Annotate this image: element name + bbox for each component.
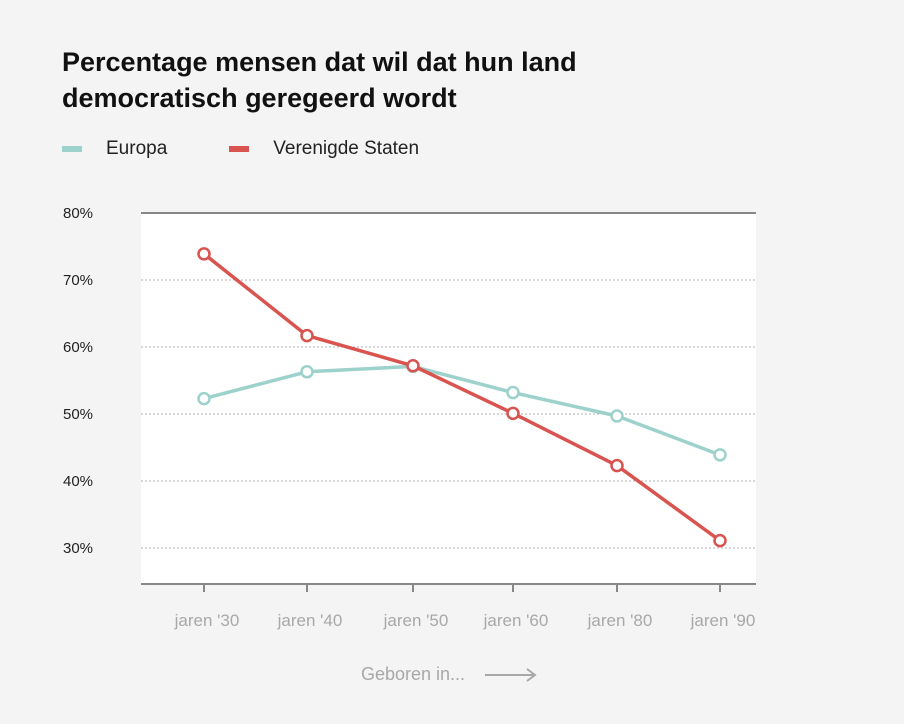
data-point-verenigde-staten <box>406 359 420 373</box>
x-axis-label: Geboren in... <box>361 664 539 685</box>
data-point-verenigde-staten <box>506 406 520 421</box>
legend-item-europa: Europa <box>62 138 167 160</box>
legend-swatch-verenigde-staten <box>229 146 250 152</box>
data-point-europa <box>610 409 624 423</box>
y-tick-label: 70% <box>63 272 93 289</box>
x-tick-label: jaren '80 <box>587 611 653 630</box>
y-tick-label: 60% <box>63 339 93 356</box>
legend: Europa Verenigde Staten <box>62 138 481 160</box>
x-tick-label: jaren '60 <box>483 611 549 630</box>
legend-label-europa: Europa <box>106 138 168 159</box>
x-tick-label: jaren '50 <box>383 611 449 630</box>
chart-title: Percentage mensen dat wil dat hun land d… <box>62 44 577 116</box>
x-tick-label: jaren '30 <box>174 611 240 630</box>
right-arrow-icon <box>485 667 537 682</box>
data-point-europa <box>300 365 314 379</box>
series-line-verenigde-staten <box>202 252 722 543</box>
data-point-europa <box>713 448 727 462</box>
chart-title-line-1: Percentage mensen dat wil dat hun land <box>62 47 577 77</box>
plot-area <box>141 213 756 584</box>
data-point-europa <box>197 391 211 406</box>
legend-swatch-europa <box>62 146 82 152</box>
series-line-europa <box>203 364 721 457</box>
x-tick-label: jaren '40 <box>277 611 343 630</box>
y-tick-label: 30% <box>63 540 93 557</box>
y-tick-label: 80% <box>63 205 93 222</box>
y-tick-label: 40% <box>63 473 93 490</box>
legend-item-verenigde-staten: Verenigde Staten <box>229 138 419 160</box>
x-tick-label: jaren '90 <box>690 611 756 630</box>
data-point-verenigde-staten <box>610 458 624 473</box>
data-point-europa <box>506 385 520 400</box>
data-point-verenigde-staten <box>300 328 314 343</box>
y-tick-label: 50% <box>63 406 93 423</box>
x-axis-label-text: Geboren in... <box>361 664 466 684</box>
data-point-verenigde-staten <box>197 247 211 261</box>
legend-label-verenigde-staten: Verenigde Staten <box>273 138 420 159</box>
data-point-verenigde-staten <box>713 533 727 548</box>
chart-title-line-2: democratisch geregeerd wordt <box>62 83 457 113</box>
